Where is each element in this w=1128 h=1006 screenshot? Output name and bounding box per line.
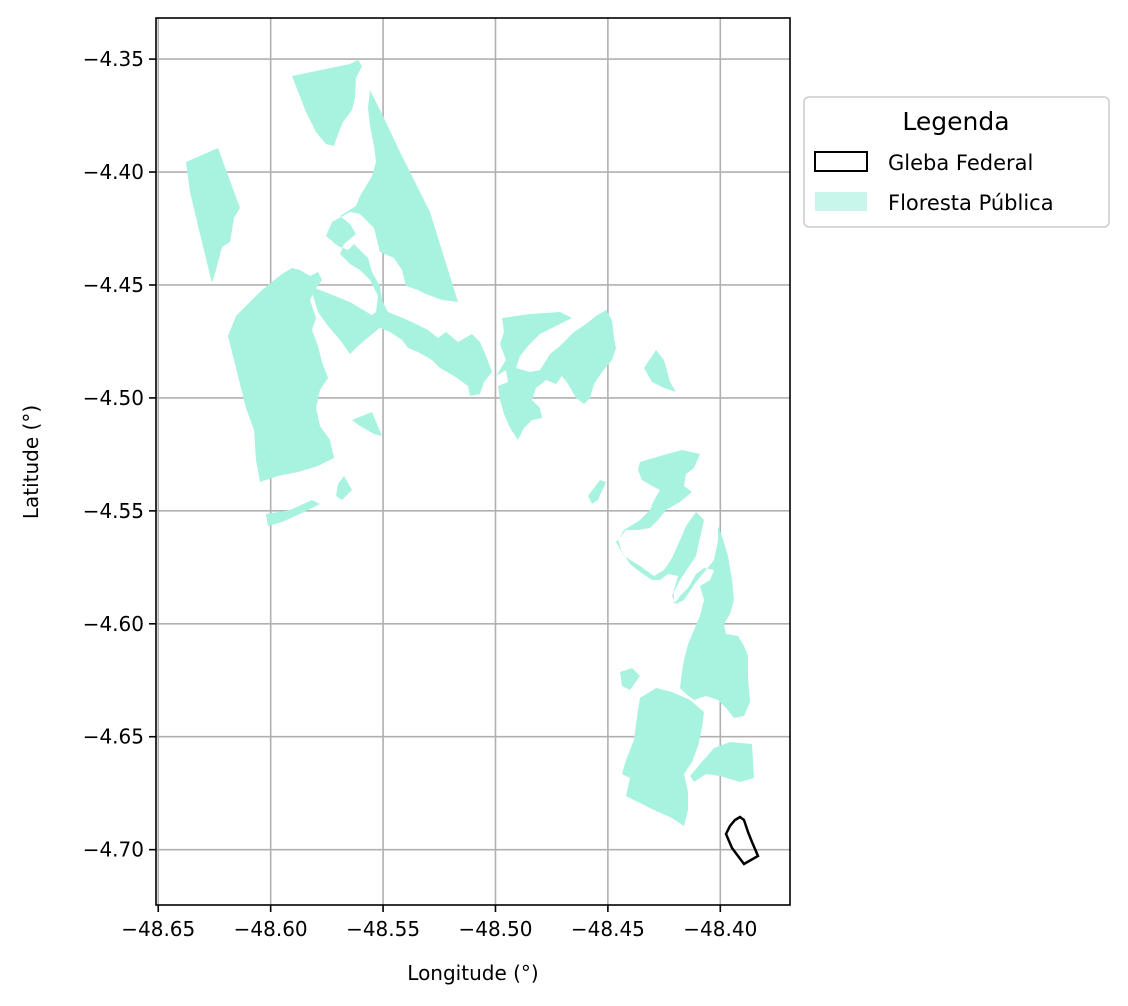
x-tick-label: −48.50 [458, 917, 532, 941]
forest-polygon [620, 668, 640, 690]
forest-polygon [352, 412, 382, 436]
y-tick-label: −4.50 [83, 386, 144, 410]
forest-polygon [266, 500, 320, 526]
x-tick-label: −48.55 [346, 917, 420, 941]
forest-polygon [186, 148, 240, 283]
legend-frame [803, 96, 1110, 228]
y-tick-label: −4.35 [83, 47, 144, 71]
y-tick-label: −4.65 [83, 725, 144, 749]
legend-label-gleba: Gleba Federal [888, 151, 1033, 175]
gleba-federal-polygon [724, 815, 760, 866]
y-axis-ticks: −4.35 −4.40 −4.45 −4.50 −4.55 −4.60 −4.65 −4.70 [83, 47, 156, 862]
legend-swatch-gleba [814, 151, 868, 172]
x-axis-ticks: −48.65 −48.60 −48.55 −48.50 −48.45 −48.40 [121, 905, 757, 941]
forest-polygon [690, 742, 754, 782]
legend: Legenda Gleba Federal Floresta Pública [803, 96, 1110, 228]
legend-title: Legenda [902, 107, 1009, 136]
plot-frame [155, 17, 791, 906]
y-tick-label: −4.60 [83, 612, 144, 636]
forest-polygon [228, 268, 334, 482]
y-axis-label: Latitude (°) [19, 405, 43, 519]
forest-polygon [588, 480, 606, 504]
floresta-publica-layer [186, 60, 754, 826]
forest-polygon [570, 336, 590, 364]
x-axis-label: Longitude (°) [407, 961, 538, 985]
x-tick-label: −48.60 [234, 917, 308, 941]
forest-polygon [336, 476, 352, 500]
forest-polygon [496, 310, 616, 440]
forest-polygon [616, 450, 750, 718]
forest-polygon [644, 350, 676, 392]
forest-polygon [292, 60, 362, 146]
legend-label-floresta: Floresta Pública [888, 191, 1054, 215]
y-tick-label: −4.55 [83, 499, 144, 523]
forest-polygon [622, 688, 704, 826]
x-tick-label: −48.65 [121, 917, 195, 941]
forest-polygon [310, 286, 384, 354]
y-tick-label: −4.45 [83, 273, 144, 297]
y-tick-label: −4.70 [83, 838, 144, 862]
x-tick-label: −48.40 [683, 917, 757, 941]
x-tick-label: −48.45 [571, 917, 645, 941]
legend-swatch-floresta [815, 192, 867, 211]
forest-polygon [382, 184, 402, 208]
y-tick-label: −4.40 [83, 160, 144, 184]
